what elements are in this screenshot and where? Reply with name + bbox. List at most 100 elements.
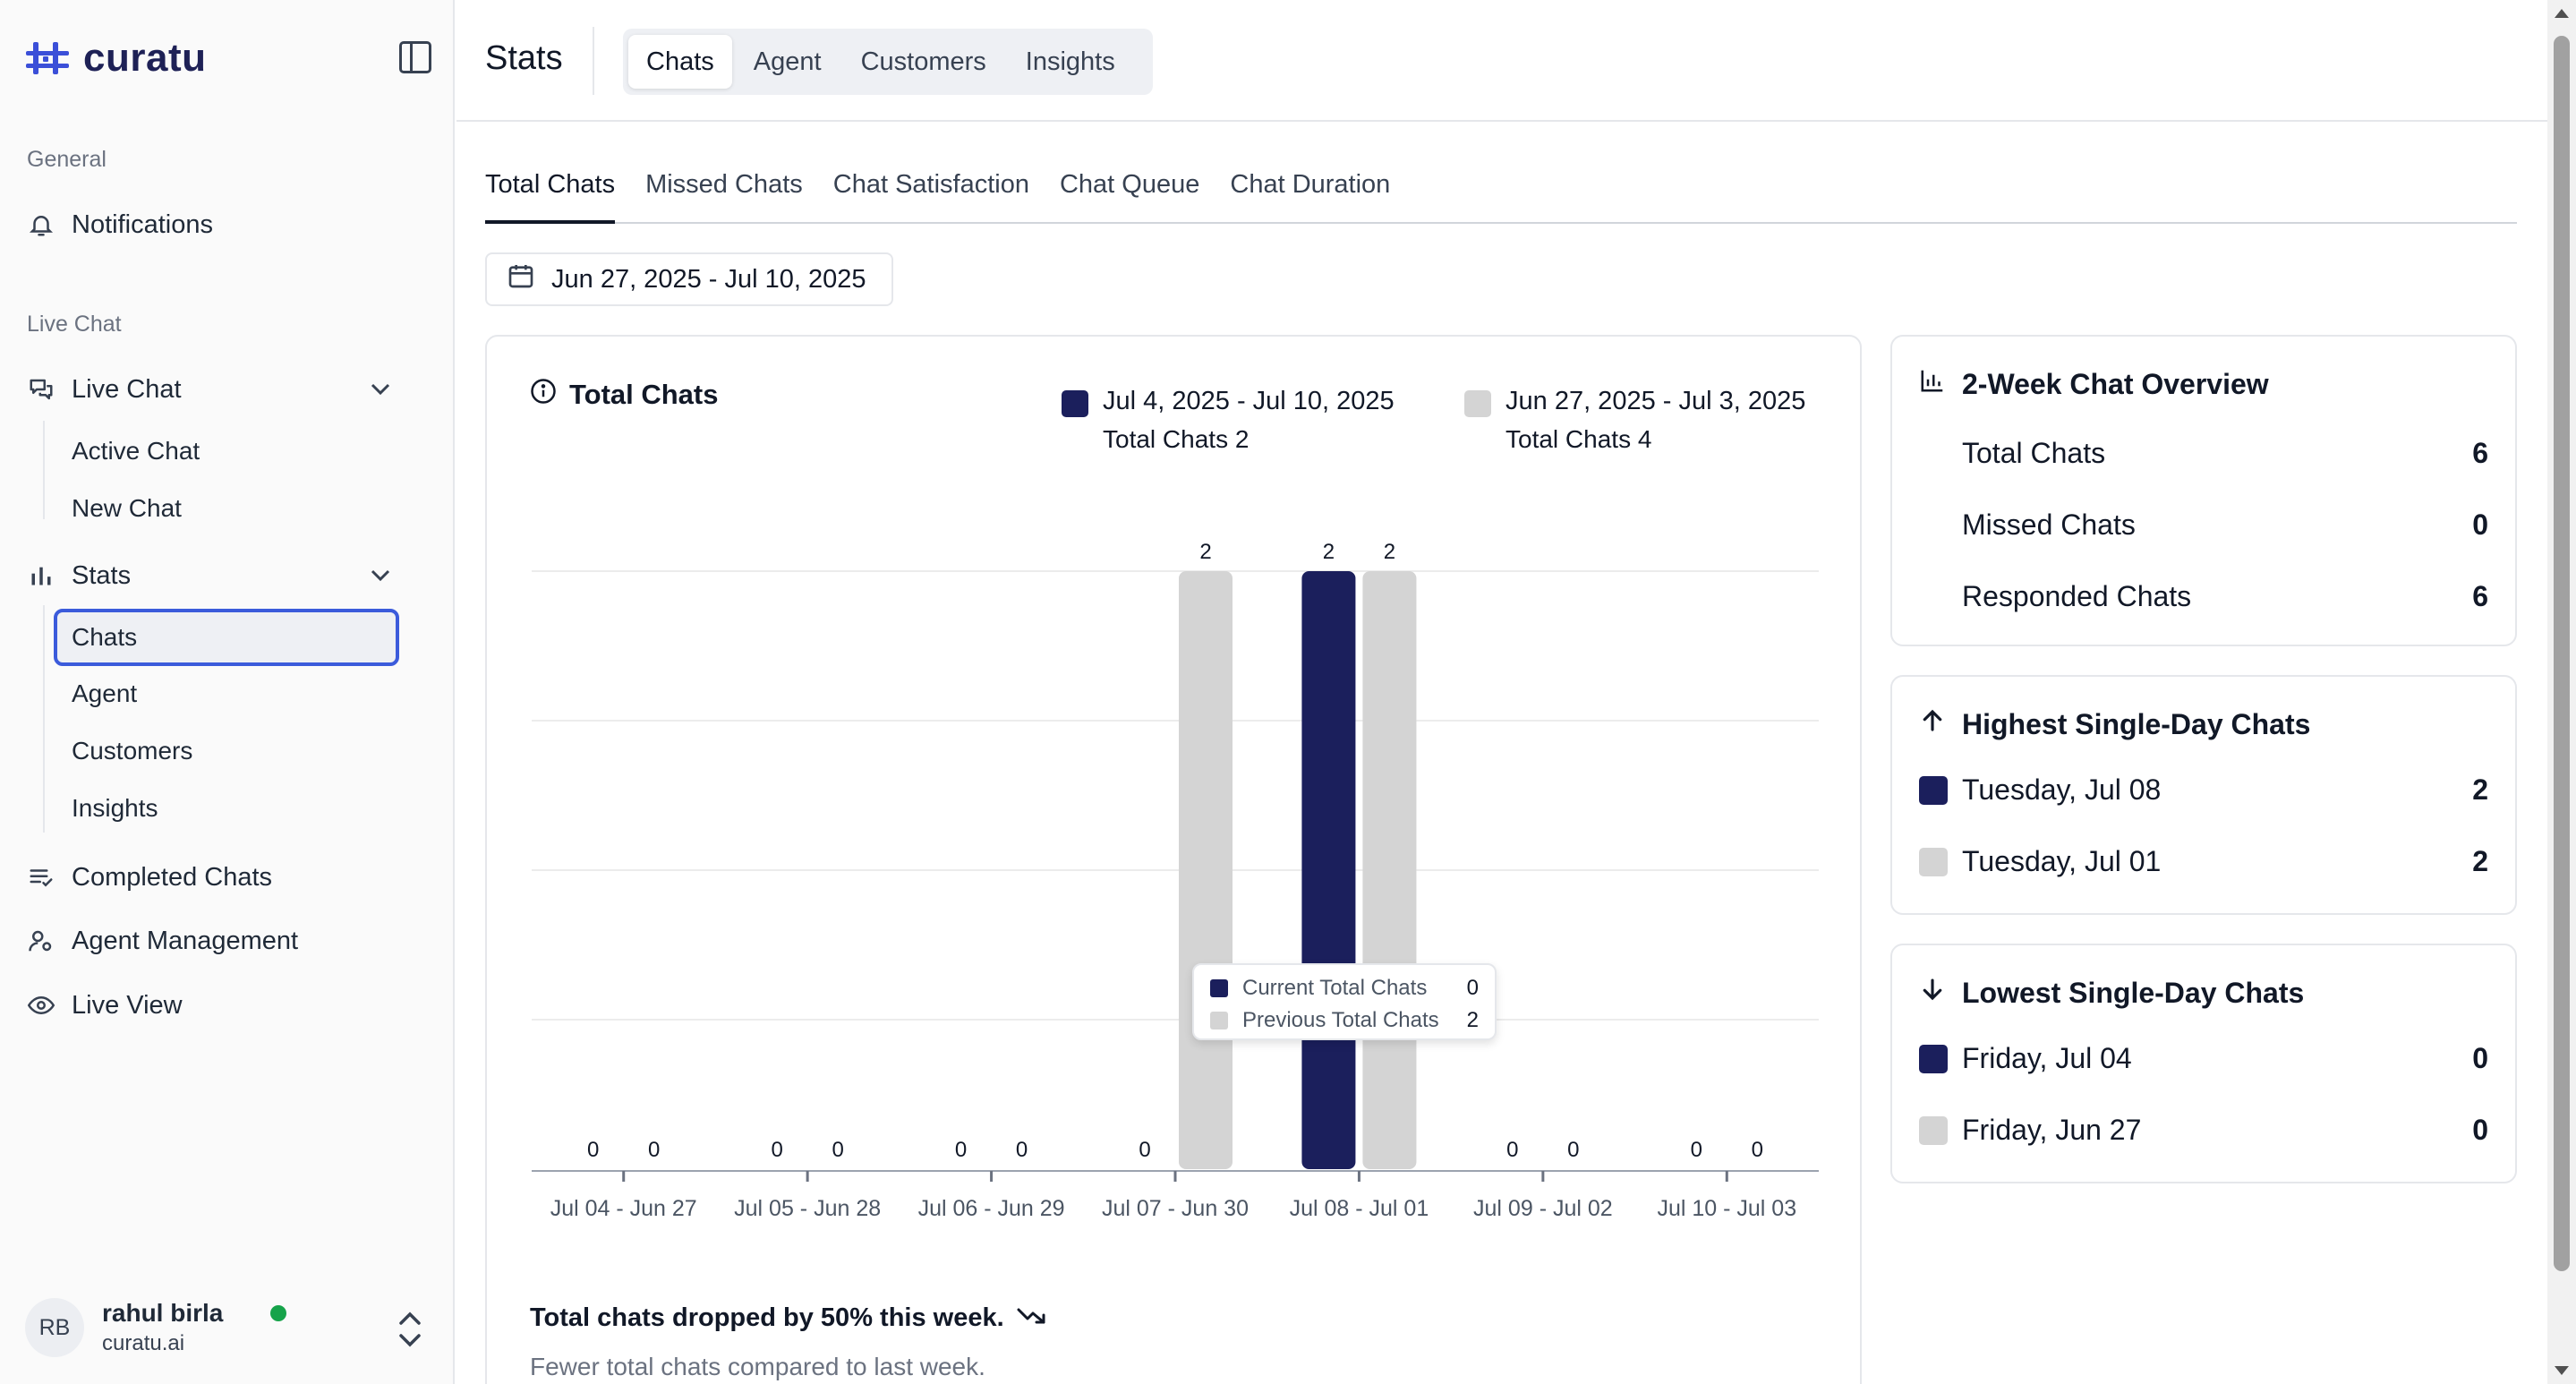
data-label: 0 xyxy=(1691,1138,1702,1162)
user-name: rahul birla xyxy=(102,1299,224,1327)
stat-value: 2 xyxy=(2472,773,2488,806)
chart-title: Total Chats xyxy=(530,378,719,412)
insight-subtitle: Fewer total chats compared to last week. xyxy=(530,1353,985,1380)
scroll-up-arrow-icon[interactable] xyxy=(2555,9,2569,18)
tooltip-label: Current Total Chats xyxy=(1242,976,1428,1000)
legend-swatch xyxy=(1464,390,1491,417)
sidebar-item-label: Agent Management xyxy=(72,926,299,955)
stat-label: Total Chats xyxy=(1962,437,2106,469)
stat-label: Tuesday, Jul 01 xyxy=(1962,845,2162,877)
app-logo[interactable]: curatu xyxy=(26,36,206,81)
stat-row-responded-chats: Responded Chats 6 xyxy=(1919,580,2488,613)
data-label: 0 xyxy=(1016,1138,1028,1162)
overview-card: 2-Week Chat Overview Total Chats 6 Misse… xyxy=(1890,335,2517,646)
data-label: 0 xyxy=(1567,1138,1579,1162)
stat-row-lowest-previous: Friday, Jun 27 0 xyxy=(1919,1114,2488,1147)
tab-missed-chats[interactable]: Missed Chats xyxy=(645,170,803,199)
data-label: 0 xyxy=(771,1138,782,1162)
stat-value: 0 xyxy=(2472,1114,2488,1146)
eye-icon xyxy=(27,991,55,1020)
user-gear-icon xyxy=(27,927,55,955)
tooltip-value: 0 xyxy=(1466,976,1479,1000)
stat-label: Responded Chats xyxy=(1962,580,2192,612)
page-scrollbar[interactable] xyxy=(2547,0,2576,1384)
stat-row-highest-previous: Tuesday, Jul 01 2 xyxy=(1919,845,2488,878)
card-title: Lowest Single-Day Chats xyxy=(1962,976,2305,1009)
legend-item-current: Jul 4, 2025 - Jul 10, 2025 Total Chats 2 xyxy=(1062,387,1395,454)
user-menu[interactable]: RB rahul birla curatu.ai xyxy=(25,1296,428,1359)
sidebar-item-label: Live Chat xyxy=(72,374,182,404)
sidebar-item-completed-chats[interactable]: Completed Chats xyxy=(27,855,272,900)
tab-agent[interactable]: Agent xyxy=(753,47,822,76)
submenu-rail xyxy=(43,421,45,519)
tab-total-chats[interactable]: Total Chats xyxy=(485,161,616,224)
user-org: curatu.ai xyxy=(102,1331,185,1355)
stat-value: 0 xyxy=(2472,1042,2488,1074)
x-tick-label: Jul 10 - Jul 03 xyxy=(1657,1196,1796,1221)
sidebar-toggle-icon[interactable] xyxy=(399,41,431,73)
calendar-icon xyxy=(507,261,535,297)
stat-label: Missed Chats xyxy=(1962,508,2136,541)
legend-total: Total Chats 4 xyxy=(1506,425,1652,453)
bell-icon xyxy=(27,210,55,239)
chevron-up-down-icon[interactable] xyxy=(392,1309,428,1350)
insight-summary: Total chats dropped by 50% this week. Fe… xyxy=(530,1303,1047,1381)
legend-range: Jul 4, 2025 - Jul 10, 2025 xyxy=(1103,387,1395,415)
chart-title-text: Total Chats xyxy=(569,379,719,410)
sidebar-item-notifications[interactable]: Notifications xyxy=(27,202,213,247)
stat-row-highest-current: Tuesday, Jul 08 2 xyxy=(1919,773,2488,807)
chevron-down-icon[interactable] xyxy=(367,376,394,403)
data-label: 0 xyxy=(587,1138,599,1162)
sidebar-item-live-chat[interactable]: Live Chat xyxy=(27,367,428,412)
info-icon[interactable] xyxy=(530,378,557,412)
bar-chart: Jul 04 - Jun 27 0 0 Jul 05 - Jun 28 0 0 Jul 06… xyxy=(532,540,1819,1221)
group-label-live-chat: Live Chat xyxy=(27,312,122,337)
scroll-thumb[interactable] xyxy=(2554,36,2570,1271)
sidebar-subitem-chats[interactable]: Chats xyxy=(54,609,399,666)
card-title: Highest Single-Day Chats xyxy=(1962,707,2311,740)
series-swatch xyxy=(1919,775,1948,805)
x-tick-label: Jul 05 - Jun 28 xyxy=(734,1196,881,1221)
logo-icon xyxy=(26,40,69,76)
data-label: 2 xyxy=(1384,540,1395,564)
sidebar-item-label: Live View xyxy=(72,990,183,1020)
tab-customers[interactable]: Customers xyxy=(860,47,986,76)
legend-total: Total Chats 2 xyxy=(1103,425,1250,453)
sidebar-item-live-view[interactable]: Live View xyxy=(27,983,183,1028)
tab-chat-queue[interactable]: Chat Queue xyxy=(1059,170,1200,199)
app-name: curatu xyxy=(83,36,207,80)
lowest-day-card: Lowest Single-Day Chats Friday, Jul 04 0… xyxy=(1890,944,2517,1183)
stat-label: Tuesday, Jul 08 xyxy=(1962,773,2162,806)
sidebar-subitem-insights[interactable]: Insights xyxy=(72,794,158,822)
page-title: Stats xyxy=(485,39,563,77)
x-tick-label: Jul 08 - Jul 01 xyxy=(1290,1196,1429,1221)
tab-insights[interactable]: Insights xyxy=(1025,47,1115,76)
x-tick-label: Jul 09 - Jul 02 xyxy=(1473,1196,1613,1221)
stat-label: Friday, Jul 04 xyxy=(1962,1042,2132,1074)
tooltip-swatch xyxy=(1210,1012,1228,1029)
sidebar-subitem-customers[interactable]: Customers xyxy=(72,737,193,765)
sidebar-item-stats[interactable]: Stats xyxy=(27,553,428,598)
data-label: 0 xyxy=(648,1138,660,1162)
chart-tooltip: Current Total Chats 0 Previous Total Cha… xyxy=(1192,963,1497,1040)
tab-chats[interactable]: Chats xyxy=(628,35,732,89)
bar-chart-icon xyxy=(1919,367,1946,401)
scroll-down-arrow-icon[interactable] xyxy=(2555,1366,2569,1375)
submenu-rail xyxy=(43,605,45,833)
stat-value: 2 xyxy=(2472,845,2488,877)
legend-swatch xyxy=(1062,390,1088,417)
sidebar-item-agent-management[interactable]: Agent Management xyxy=(27,918,298,963)
data-label: 2 xyxy=(1323,540,1335,564)
tab-chat-satisfaction[interactable]: Chat Satisfaction xyxy=(832,170,1029,199)
list-check-icon xyxy=(27,863,55,892)
sidebar-subitem-active-chat[interactable]: Active Chat xyxy=(72,437,200,465)
sidebar-subitem-new-chat[interactable]: New Chat xyxy=(72,494,182,522)
sidebar-subitem-agent[interactable]: Agent xyxy=(72,679,138,707)
divider xyxy=(593,27,594,95)
bar xyxy=(1179,571,1233,1169)
chevron-down-icon[interactable] xyxy=(367,562,394,589)
tab-chat-duration[interactable]: Chat Duration xyxy=(1230,170,1391,199)
date-range-picker[interactable]: Jun 27, 2025 - Jul 10, 2025 xyxy=(485,252,893,306)
data-label: 2 xyxy=(1199,540,1211,564)
stat-row-lowest-current: Friday, Jul 04 0 xyxy=(1919,1042,2488,1075)
